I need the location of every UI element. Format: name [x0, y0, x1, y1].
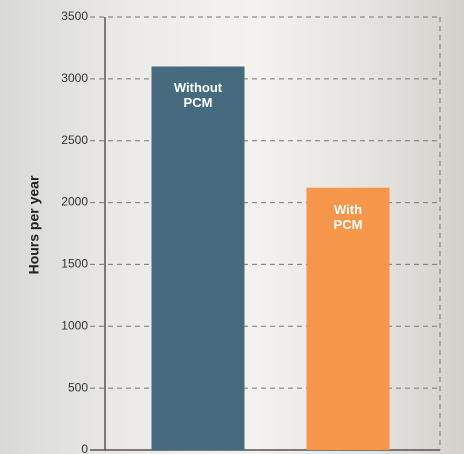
bar [151, 66, 245, 450]
y-tick-label: 3500 [61, 9, 88, 23]
bar [306, 187, 390, 450]
y-tick-label: 0 [81, 442, 88, 454]
y-tick-label: 3000 [61, 71, 88, 85]
y-tick-label: 500 [68, 380, 88, 394]
bar-label: Without PCM [173, 80, 223, 111]
y-tick-label: 2000 [61, 195, 88, 209]
y-tick-label: 1500 [61, 257, 88, 271]
y-tick-label: 2500 [61, 133, 88, 147]
bar-label: With PCM [333, 201, 363, 232]
y-tick-label: 1000 [61, 318, 88, 332]
y-axis-label: Hours per year [26, 175, 42, 274]
